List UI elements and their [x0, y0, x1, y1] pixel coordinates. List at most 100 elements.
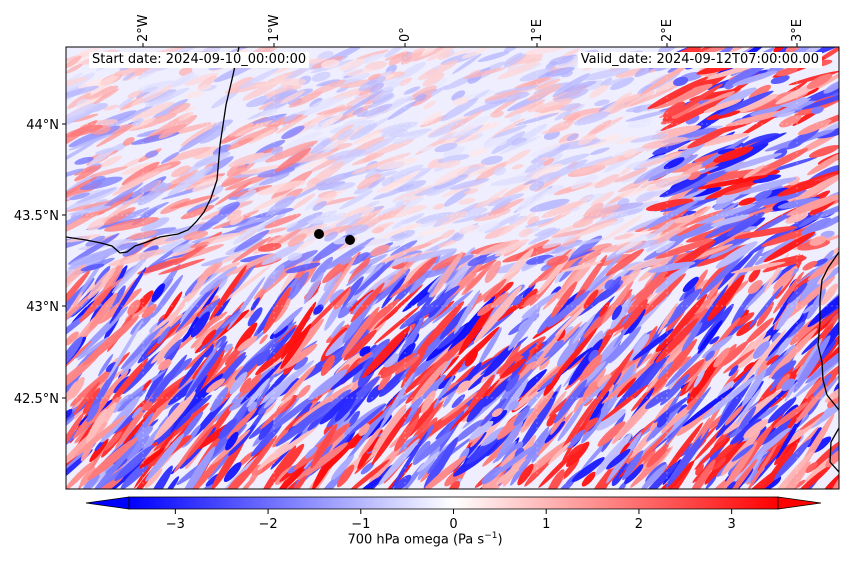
omega-feature — [484, 260, 502, 283]
omega-feature — [530, 163, 563, 180]
omega-feature — [151, 283, 165, 302]
omega-feature — [541, 201, 583, 218]
omega-feature — [389, 129, 408, 138]
omega-feature — [102, 182, 144, 209]
omega-feature — [199, 266, 237, 296]
omega-feature — [336, 464, 355, 488]
omega-feature — [111, 254, 150, 294]
omega-feature — [87, 266, 117, 300]
omega-feature — [262, 287, 292, 334]
omega-feature — [371, 268, 411, 306]
omega-feature — [645, 189, 672, 198]
omega-feature — [234, 351, 265, 381]
omega-feature — [469, 420, 494, 440]
omega-feature — [101, 105, 154, 131]
omega-feature — [577, 246, 609, 265]
colorbar-label: 700 hPa omega (Pa s−1) — [347, 531, 503, 548]
omega-feature — [542, 283, 568, 310]
omega-feature — [738, 197, 756, 206]
omega-feature — [339, 58, 366, 71]
omega-feature — [382, 80, 403, 92]
colorbar-variable: 700 hPa omega — [347, 532, 449, 548]
omega-feature — [82, 387, 101, 415]
omega-feature — [119, 369, 166, 405]
omega-feature — [70, 365, 118, 407]
omega-feature — [623, 267, 642, 287]
omega-feature — [66, 331, 79, 346]
omega-feature — [682, 386, 736, 427]
omega-feature — [89, 475, 124, 489]
omega-feature — [649, 227, 689, 246]
omega-feature — [618, 187, 645, 198]
omega-feature — [597, 421, 626, 447]
omega-feature — [742, 329, 787, 384]
omega-feature — [250, 297, 260, 311]
omega-feature — [702, 47, 733, 54]
omega-feature — [351, 153, 385, 166]
omega-feature — [508, 400, 520, 411]
omega-feature — [334, 393, 357, 422]
omega-feature — [636, 461, 679, 489]
omega-feature — [378, 76, 400, 85]
omega-feature — [335, 212, 364, 227]
omega-feature — [151, 274, 184, 318]
omega-feature — [492, 440, 517, 464]
omega-feature — [743, 164, 765, 179]
omega-feature — [181, 327, 195, 343]
omega-feature — [702, 375, 758, 420]
omega-feature — [551, 327, 598, 383]
omega-feature — [622, 148, 637, 158]
omega-feature — [407, 394, 443, 438]
omega-feature — [768, 314, 805, 357]
omega-feature — [440, 229, 456, 239]
omega-feature — [142, 384, 180, 419]
omega-feature — [493, 444, 538, 477]
omega-feature — [579, 354, 603, 382]
omega-feature — [411, 360, 448, 405]
omega-feature — [798, 211, 824, 228]
omega-feature — [535, 98, 573, 113]
omega-feature — [358, 426, 383, 458]
omega-feature — [403, 86, 421, 95]
omega-feature — [355, 49, 389, 60]
omega-feature — [158, 114, 198, 139]
omega-feature — [83, 72, 122, 99]
omega-feature — [343, 329, 377, 361]
omega-feature — [234, 125, 260, 137]
omega-feature — [682, 459, 716, 489]
omega-feature — [483, 343, 515, 378]
omega-feature — [392, 218, 409, 230]
omega-feature — [788, 128, 820, 147]
omega-feature — [94, 265, 111, 286]
omega-feature — [807, 241, 839, 280]
omega-feature — [808, 145, 839, 158]
omega-feature — [623, 298, 648, 330]
omega-feature — [658, 47, 677, 54]
omega-feature — [170, 194, 216, 209]
lon-tick-label: 1°W — [267, 14, 282, 42]
omega-feature — [66, 269, 91, 315]
omega-feature — [785, 211, 809, 224]
omega-feature — [655, 238, 677, 254]
omega-feature — [195, 315, 218, 339]
omega-feature — [350, 282, 385, 323]
omega-feature — [572, 218, 594, 228]
omega-feature — [82, 315, 139, 366]
omega-feature — [320, 426, 367, 476]
omega-feature — [387, 100, 417, 120]
omega-feature — [132, 117, 144, 127]
omega-feature — [584, 80, 604, 91]
omega-feature — [474, 161, 509, 182]
omega-feature — [373, 284, 424, 330]
omega-feature — [329, 289, 345, 304]
omega-feature — [505, 373, 520, 392]
omega-feature — [226, 162, 246, 177]
omega-feature — [452, 212, 494, 224]
omega-feature — [162, 292, 191, 335]
omega-feature — [535, 171, 561, 184]
omega-feature — [438, 160, 461, 169]
omega-feature — [377, 372, 392, 391]
omega-feature — [659, 173, 708, 198]
omega-feature — [629, 309, 646, 334]
omega-feature — [414, 93, 427, 102]
